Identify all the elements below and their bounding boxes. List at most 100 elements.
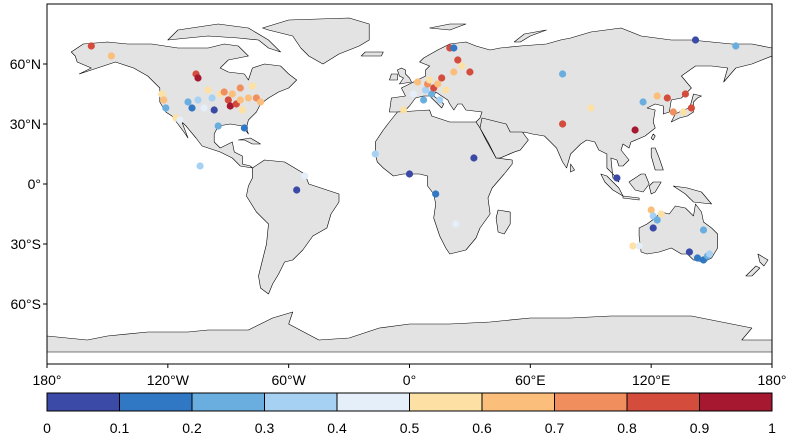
data-point — [414, 78, 422, 86]
colorbar-segment — [264, 393, 338, 411]
data-point — [706, 250, 714, 258]
data-point — [432, 190, 440, 198]
data-point — [426, 76, 434, 84]
africa-landmass — [374, 109, 513, 255]
data-point — [107, 52, 115, 60]
data-points-layer — [87, 36, 740, 264]
data-point — [629, 242, 637, 250]
java-landmass — [622, 195, 640, 201]
data-point — [301, 172, 309, 180]
data-point — [653, 92, 661, 100]
data-point — [428, 90, 436, 98]
data-point — [194, 74, 202, 82]
data-point — [450, 68, 458, 76]
data-point — [188, 104, 196, 112]
x-tick-label: 180° — [33, 372, 62, 388]
colorbar-tick-label: 0.3 — [255, 420, 275, 436]
antarctica-landmass — [47, 311, 772, 353]
data-point — [653, 216, 661, 224]
data-point — [236, 84, 244, 92]
data-point — [176, 116, 184, 124]
colorbar: 0 0.1 0.2 0.3 0.4 0.5 0.6 0.7 0.8 0.9 1 — [43, 392, 776, 436]
data-point — [184, 98, 192, 106]
y-tick-label: 60°N — [10, 56, 41, 72]
cuba-landmass — [238, 137, 261, 145]
colorbar-segment — [119, 393, 193, 411]
data-point — [732, 42, 740, 50]
x-tick-label: 180° — [758, 372, 787, 388]
canadian-islands-landmass — [167, 23, 281, 53]
data-point — [436, 96, 444, 104]
data-point — [450, 44, 458, 52]
data-point — [587, 104, 595, 112]
data-point — [685, 248, 694, 256]
iceland-landmass — [360, 51, 384, 57]
data-point — [422, 86, 430, 94]
borneo-landmass — [628, 173, 650, 193]
eurasia-landmass — [389, 27, 772, 183]
x-tick-label: 0° — [403, 372, 416, 388]
data-point — [256, 98, 265, 106]
philippines-landmass — [650, 147, 664, 171]
y-tick-label: 30°S — [10, 236, 41, 252]
data-point — [224, 96, 232, 104]
data-point — [454, 56, 462, 64]
map-panel — [46, 3, 773, 365]
south-america-landmass — [246, 159, 340, 295]
x-tick-label: 120°E — [632, 372, 670, 388]
colorbar-segment — [554, 393, 628, 411]
longitude-axis: 180° 120°W 60°W 0° 60°E 120°E 180° — [33, 364, 787, 388]
data-point — [158, 90, 166, 98]
data-point — [434, 80, 442, 88]
data-point — [240, 124, 248, 132]
data-point — [200, 104, 208, 112]
colorbar-segment — [192, 393, 265, 411]
madagascar-landmass — [495, 209, 511, 235]
data-point — [687, 104, 696, 112]
data-point — [194, 96, 202, 104]
data-point — [691, 36, 700, 44]
data-point — [420, 96, 428, 104]
data-point — [669, 108, 677, 116]
x-tick-label: 120°W — [147, 372, 190, 388]
data-point — [399, 106, 408, 114]
sri-lanka-landmass — [570, 163, 575, 173]
colorbar-tick-label: 0.4 — [327, 420, 347, 436]
data-point — [452, 220, 460, 228]
colorbar-tick-label: 0 — [43, 420, 51, 436]
new-zealand-north-landmass — [757, 253, 769, 267]
data-point — [409, 90, 418, 98]
data-point — [466, 68, 474, 76]
data-point — [699, 226, 708, 234]
data-point — [87, 42, 95, 50]
data-point — [405, 170, 414, 178]
data-point — [663, 94, 671, 102]
y-tick-label: 0° — [28, 176, 41, 192]
novaya-zemlya-landmass — [513, 29, 547, 43]
ireland-landmass — [389, 73, 398, 81]
data-point — [293, 186, 301, 194]
data-point — [236, 96, 244, 104]
data-point — [613, 174, 621, 182]
y-tick-label: 60°S — [10, 296, 41, 312]
x-tick-label: 60°E — [515, 372, 546, 388]
data-point — [438, 74, 446, 82]
data-point — [204, 86, 212, 94]
colorbar-segment — [409, 393, 483, 411]
data-point — [162, 104, 170, 112]
sulawesi-landmass — [648, 181, 662, 195]
data-point — [657, 210, 665, 218]
colorbar-tick-label: 0.7 — [545, 420, 565, 436]
colorbar-segment — [699, 393, 773, 411]
latitude-axis: 60°N 30°N 0° 30°S 60°S — [10, 56, 47, 312]
colorbar-tick-label: 0.1 — [110, 420, 130, 436]
colorbar-tick-label: 1 — [768, 420, 776, 436]
data-point — [470, 154, 478, 162]
data-point — [458, 62, 466, 70]
data-point — [228, 90, 236, 98]
data-point — [559, 70, 567, 78]
arabia-landmass — [479, 117, 529, 159]
data-point — [210, 106, 218, 114]
data-point — [160, 96, 168, 104]
